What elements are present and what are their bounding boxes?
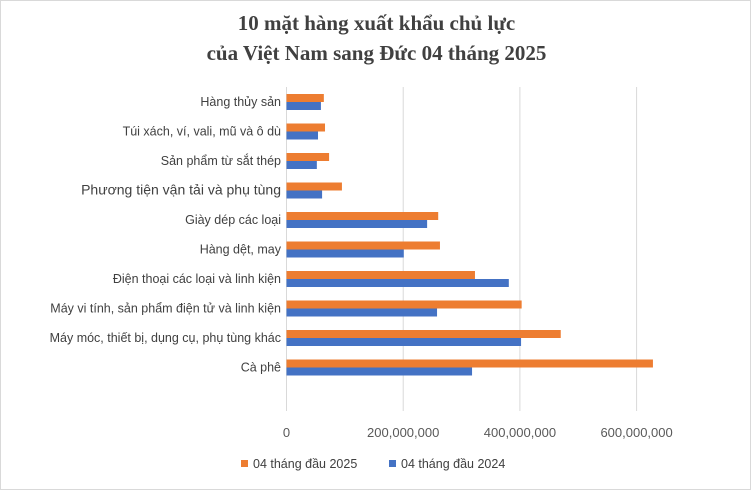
category-label: Túi xách, ví, vali, mũ và ô dù bbox=[123, 125, 281, 139]
bar-2025 bbox=[286, 153, 330, 161]
bar-2025 bbox=[286, 330, 561, 338]
category-label: Máy móc, thiết bị, dụng cụ, phụ tùng khá… bbox=[50, 331, 281, 345]
category-label: Hàng thủy sản bbox=[200, 95, 281, 109]
bar-2024 bbox=[286, 338, 522, 346]
x-tick-label: 0 bbox=[283, 425, 290, 440]
bar-2025 bbox=[286, 123, 326, 132]
category-label: Hàng dệt, may bbox=[200, 243, 282, 257]
bar-2025 bbox=[286, 212, 439, 220]
category-label: Máy vi tính, sản phẩm điện tử và linh ki… bbox=[50, 302, 281, 316]
bar-2024 bbox=[286, 220, 428, 228]
category-label: Sản phẩm từ sắt thép bbox=[161, 153, 281, 168]
bar-2025 bbox=[286, 182, 342, 191]
x-tick-label: 200,000,000 bbox=[367, 425, 439, 440]
category-label: Cà phê bbox=[241, 361, 281, 375]
bar-2024 bbox=[286, 161, 317, 169]
bar-2024 bbox=[286, 367, 473, 376]
category-label: Phương tiện vận tải và phụ tùng bbox=[81, 182, 281, 198]
bar-2024 bbox=[286, 249, 404, 258]
legend-label: 04 tháng đầu 2024 bbox=[401, 457, 505, 471]
category-label: Giày dép các loại bbox=[185, 213, 281, 227]
bar-2024 bbox=[286, 131, 319, 140]
chart-title-line-1: 10 mặt hàng xuất khẩu chủ lực bbox=[237, 11, 516, 35]
bar-2025 bbox=[286, 359, 653, 368]
bar-2024 bbox=[286, 102, 321, 110]
bar-2025 bbox=[286, 271, 475, 279]
x-tick-label: 600,000,000 bbox=[600, 425, 672, 440]
chart-title-line-2: của Việt Nam sang Đức 04 tháng 2025 bbox=[206, 41, 547, 65]
legend-swatch bbox=[389, 460, 396, 467]
bar-2024 bbox=[286, 308, 438, 317]
bar-2025 bbox=[286, 241, 440, 250]
x-tick-label: 400,000,000 bbox=[484, 425, 556, 440]
bar-2024 bbox=[286, 190, 323, 199]
bar-2024 bbox=[286, 279, 509, 287]
legend-label: 04 tháng đầu 2025 bbox=[253, 457, 357, 471]
bar-2025 bbox=[286, 300, 522, 309]
bar-2025 bbox=[286, 94, 324, 102]
legend-swatch bbox=[241, 460, 248, 467]
category-label: Điện thoại các loại và linh kiện bbox=[113, 272, 281, 286]
